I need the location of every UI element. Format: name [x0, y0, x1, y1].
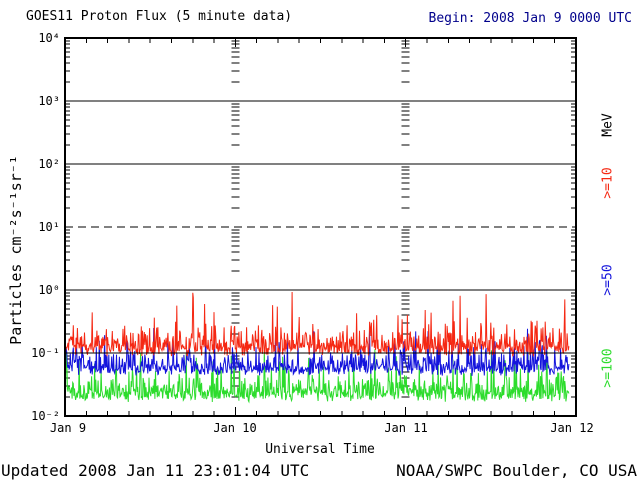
y-tick-1e1: 10¹ [38, 220, 60, 234]
plot-border [64, 37, 577, 417]
y-tick-1e-2: 10⁻² [31, 409, 60, 423]
source-credit: NOAA/SWPC Boulder, CO USA [396, 461, 637, 480]
x-tick-jan11: Jan 11 [384, 421, 428, 435]
x-axis-title: Universal Time [265, 442, 375, 457]
y-tick-1e2: 10² [38, 157, 60, 171]
begin-time-label: Begin: 2008 Jan 9 0000 UTC [428, 11, 633, 26]
y-tick-1e3: 10³ [38, 94, 60, 108]
y-tick-1e-1: 10⁻¹ [31, 346, 60, 360]
x-tick-jan12: Jan 12 [550, 421, 594, 435]
page-title: GOES11 Proton Flux (5 minute data) [26, 9, 293, 24]
updated-timestamp: Updated 2008 Jan 11 23:01:04 UTC [1, 461, 310, 480]
series-100mev-line [64, 349, 570, 404]
series-10mev-line [64, 291, 570, 357]
y-tick-1e0: 10⁰ [38, 283, 60, 297]
x-tick-jan9: Jan 9 [49, 421, 87, 435]
y-tick-1e4: 10⁴ [38, 31, 60, 45]
series-50mev-line [64, 327, 570, 376]
x-tick-jan10: Jan 10 [213, 421, 257, 435]
